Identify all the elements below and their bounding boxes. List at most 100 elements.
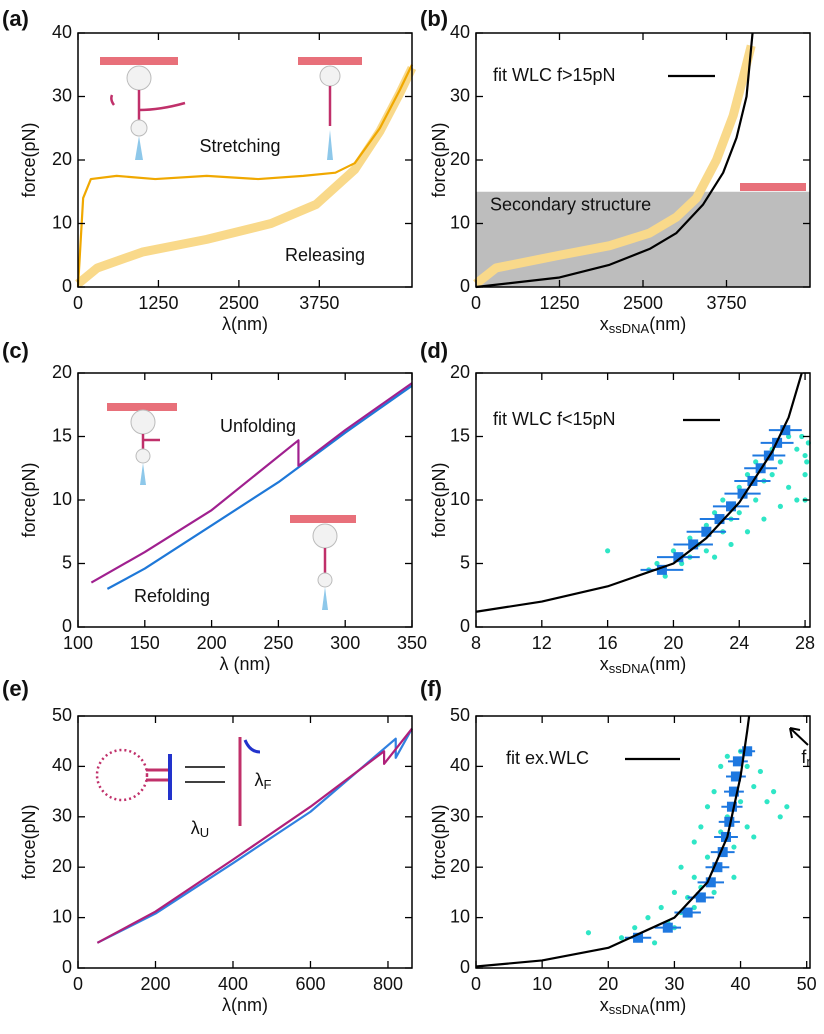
scatter-point xyxy=(786,433,792,440)
hairpin-stem xyxy=(146,768,170,782)
scatter-point xyxy=(802,452,808,459)
bead xyxy=(126,65,152,91)
y-tick-label: 40 xyxy=(52,755,72,775)
axes-frame xyxy=(475,715,811,969)
scatter-point xyxy=(658,904,664,911)
panel-label: (e) xyxy=(2,676,29,701)
x-axis-label: λ(nm) xyxy=(222,314,268,334)
scatter-point xyxy=(744,824,750,830)
x-axis-label-main: x xyxy=(600,995,609,1015)
x-tick-label: 8 xyxy=(471,633,481,653)
y-tick-label: 0 xyxy=(62,616,72,636)
x-tick-label: 200 xyxy=(197,633,227,653)
y-tick-label: 40 xyxy=(52,22,72,42)
y-tick-label: 30 xyxy=(450,85,470,105)
x-tick-label: 200 xyxy=(140,974,170,994)
scatter-point xyxy=(645,915,651,921)
data-line xyxy=(90,382,413,584)
x-axis-label-sub: ssDNA xyxy=(609,321,650,336)
annotation: λF xyxy=(255,770,272,793)
data-line xyxy=(475,372,803,613)
data-line xyxy=(106,384,413,590)
x-tick-label: 800 xyxy=(373,974,403,994)
x-tick-label: 0 xyxy=(73,293,83,313)
bead xyxy=(312,523,338,549)
binned-mean xyxy=(701,526,712,537)
binned-mean xyxy=(737,488,748,499)
y-tick-label: 30 xyxy=(450,806,470,826)
binned-mean xyxy=(726,801,737,812)
scatter-point xyxy=(711,554,718,560)
bead-holder xyxy=(290,515,356,523)
bead xyxy=(317,572,333,588)
y-tick-label: 40 xyxy=(450,755,470,775)
x-tick-label: 30 xyxy=(664,974,684,994)
x-tick-label: 150 xyxy=(130,633,160,653)
scatter-point xyxy=(753,459,759,465)
binned-mean xyxy=(705,877,716,888)
scatter-point xyxy=(703,522,709,529)
data-line xyxy=(475,715,751,968)
scatter-point xyxy=(751,783,757,790)
y-tick-label: 40 xyxy=(450,22,470,42)
scatter-point xyxy=(757,768,763,775)
binned-mean xyxy=(732,756,743,767)
bead xyxy=(319,65,341,87)
annotation-sub: F xyxy=(264,777,272,792)
axes-frame xyxy=(77,715,413,969)
binned-mean xyxy=(717,847,728,858)
x-tick-label: 20 xyxy=(663,633,683,653)
annotation-main: λ xyxy=(191,818,200,838)
pipette xyxy=(327,130,333,160)
y-tick-label: 30 xyxy=(52,85,72,105)
y-tick-label: 0 xyxy=(460,276,470,296)
scatter-point xyxy=(777,814,783,820)
x-tick-label: 300 xyxy=(330,633,360,653)
bead xyxy=(135,448,151,464)
annotation: λU xyxy=(191,818,209,841)
y-axis-label: force(pN) xyxy=(19,122,39,197)
y-tick-label: 50 xyxy=(450,705,470,725)
scatter-point xyxy=(804,459,810,465)
bead-holder xyxy=(100,57,178,65)
y-tick-label: 10 xyxy=(450,906,470,926)
scatter-point xyxy=(777,459,783,465)
annotation-main: λ xyxy=(255,770,264,790)
y-tick-label: 0 xyxy=(62,957,72,977)
data-line xyxy=(96,727,413,944)
data-line xyxy=(473,44,756,288)
scatter-point xyxy=(736,484,742,490)
binned-mean xyxy=(721,831,732,842)
annotation-arrow xyxy=(789,727,809,746)
scatter-point xyxy=(744,763,750,770)
x-tick-label: 250 xyxy=(263,633,293,653)
handle xyxy=(243,739,261,754)
binned-mean xyxy=(695,892,706,903)
x-tick-label: 3750 xyxy=(299,293,339,313)
x-tick-label: 0 xyxy=(471,974,481,994)
x-tick-label: 0 xyxy=(471,293,481,313)
scatter-point xyxy=(662,573,668,579)
binned-mean xyxy=(726,501,737,512)
binned-mean xyxy=(714,514,725,525)
y-axis-label: force(pN) xyxy=(19,804,39,879)
scatter-point xyxy=(678,864,684,870)
scatter-point xyxy=(786,484,792,490)
x-tick-label: 100 xyxy=(63,633,93,653)
legend-label: fit WLC f>15pN xyxy=(493,65,616,85)
data-line xyxy=(75,65,417,288)
x-axis-label-main: x xyxy=(600,314,609,334)
panel-label: (c) xyxy=(2,338,29,363)
scatter-point xyxy=(802,472,808,478)
scatter-point xyxy=(671,889,678,896)
binned-mean xyxy=(780,425,791,436)
scatter-point xyxy=(711,889,717,896)
scatter-point xyxy=(651,940,658,946)
scatter-point xyxy=(687,535,693,541)
bead-holder xyxy=(740,183,806,191)
bead-holder xyxy=(107,403,177,411)
x-axis-label: xssDNA(nm) xyxy=(600,995,686,1018)
scatter-point xyxy=(691,874,697,880)
binned-mean xyxy=(724,816,735,827)
annotation: Stretching xyxy=(199,136,280,156)
